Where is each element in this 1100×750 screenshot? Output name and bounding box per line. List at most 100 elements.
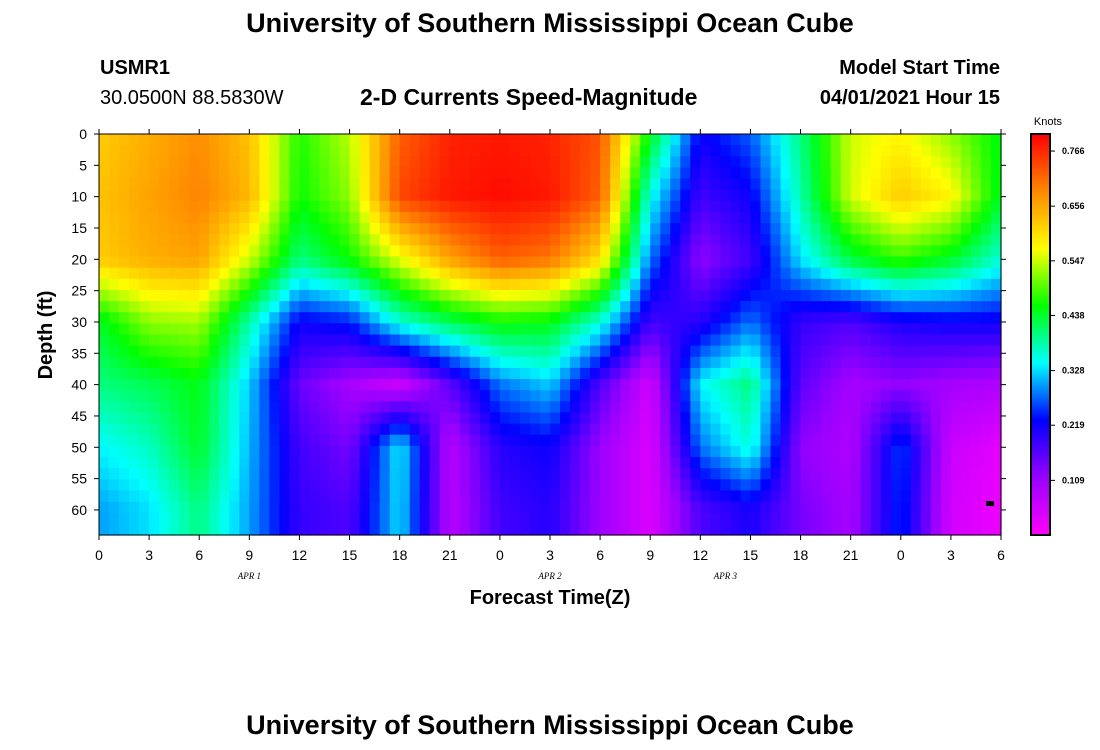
heatmap-cell: [830, 468, 842, 480]
heatmap-cell: [149, 434, 160, 447]
heatmap-cell: [680, 189, 691, 202]
heatmap-cell: [950, 178, 962, 191]
heatmap-cell: [239, 167, 250, 180]
heatmap-cell: [960, 200, 972, 213]
heatmap-cell: [620, 256, 631, 269]
heatmap-cell: [339, 401, 351, 414]
heatmap-cell: [469, 512, 481, 525]
page-title: University of Southern Mississippi Ocean…: [246, 8, 854, 38]
heatmap-cell: [129, 479, 140, 492]
heatmap-cell: [329, 323, 341, 336]
heatmap-cell: [550, 267, 561, 280]
heatmap-cell: [259, 200, 270, 213]
heatmap-cell: [529, 334, 541, 347]
heatmap-cell: [820, 323, 832, 336]
heatmap-cell: [670, 134, 681, 146]
heatmap-cell: [129, 501, 140, 514]
heatmap-cell: [850, 356, 862, 369]
heatmap-cell: [169, 401, 180, 414]
heatmap-cell: [910, 178, 922, 191]
heatmap-cell: [960, 490, 972, 503]
heatmap-cell: [630, 345, 641, 358]
heatmap-cell: [99, 245, 110, 258]
heatmap-cell: [459, 367, 471, 380]
heatmap-cell: [439, 211, 451, 224]
heatmap-cell: [189, 211, 200, 224]
heatmap-cell: [730, 256, 742, 269]
heatmap-cell: [800, 323, 812, 336]
heatmap-cell: [509, 256, 521, 269]
heatmap-cell: [600, 334, 611, 347]
heatmap-cell: [580, 156, 591, 169]
heatmap-cell: [620, 457, 631, 469]
heatmap-cell: [159, 445, 170, 458]
heatmap-cell: [840, 367, 852, 380]
heatmap-cell: [359, 200, 371, 213]
heatmap-cell: [990, 145, 1002, 157]
heatmap-cell: [229, 490, 240, 503]
heatmap-cell: [830, 523, 842, 536]
heatmap-cell: [329, 167, 341, 180]
heatmap-cell: [329, 312, 341, 324]
heatmap-cell: [279, 223, 291, 235]
heatmap-cell: [399, 434, 411, 447]
heatmap-cell: [760, 356, 772, 369]
heatmap-cell: [309, 178, 321, 191]
heatmap-cell: [760, 401, 772, 414]
heatmap-cell: [870, 445, 882, 458]
heatmap-cell: [820, 145, 832, 157]
heatmap-cell: [379, 490, 391, 503]
heatmap-cell: [459, 401, 471, 414]
heatmap-cell: [329, 134, 341, 146]
heatmap-cell: [570, 156, 581, 169]
heatmap-cell: [700, 490, 711, 503]
heatmap-cell: [830, 356, 842, 369]
heatmap-cell: [990, 479, 1002, 492]
heatmap-cell: [920, 512, 932, 525]
heatmap-cell: [660, 479, 671, 492]
heatmap-cell: [229, 200, 240, 213]
heatmap-cell: [419, 334, 431, 347]
heatmap-cell: [339, 379, 351, 391]
heatmap-cell: [580, 356, 591, 369]
y-tick-label: 25: [71, 283, 87, 299]
heatmap-cell: [189, 434, 200, 447]
heatmap-cell: [670, 200, 681, 213]
heatmap-cell: [990, 200, 1002, 213]
heatmap-cell: [890, 189, 902, 202]
heatmap-cell: [399, 234, 411, 246]
heatmap-cell: [449, 479, 461, 492]
heatmap-cell: [249, 356, 260, 369]
heatmap-cell: [459, 390, 471, 402]
heatmap-cell: [109, 267, 120, 280]
y-tick-label: 0: [79, 126, 87, 142]
heatmap-cell: [690, 490, 701, 503]
heatmap-cell: [529, 523, 541, 536]
heatmap-cell: [840, 323, 852, 336]
heatmap-cell: [529, 301, 541, 313]
heatmap-cell: [870, 390, 882, 402]
heatmap-cell: [730, 468, 742, 480]
heatmap-cell: [810, 523, 822, 536]
heatmap-cell: [249, 189, 260, 202]
heatmap-cell: [860, 512, 872, 525]
heatmap-cell: [630, 245, 641, 258]
heatmap-cell: [750, 256, 762, 269]
heatmap-cell: [419, 401, 431, 414]
heatmap-cell: [680, 434, 691, 447]
heatmap-cell: [469, 412, 481, 425]
heatmap-cell: [369, 356, 381, 369]
heatmap-cell: [529, 457, 541, 469]
heatmap-cell: [499, 267, 511, 280]
heatmap-cell: [700, 312, 711, 324]
heatmap-cell: [620, 468, 631, 480]
heatmap-cell: [239, 423, 250, 436]
heatmap-cell: [890, 390, 902, 402]
heatmap-cell: [770, 223, 782, 235]
heatmap-cell: [770, 434, 782, 447]
heatmap-cell: [469, 367, 481, 380]
heatmap-cell: [339, 234, 351, 246]
heatmap-cell: [419, 289, 431, 302]
heatmap-cell: [550, 390, 561, 402]
heatmap-cell: [550, 301, 561, 313]
